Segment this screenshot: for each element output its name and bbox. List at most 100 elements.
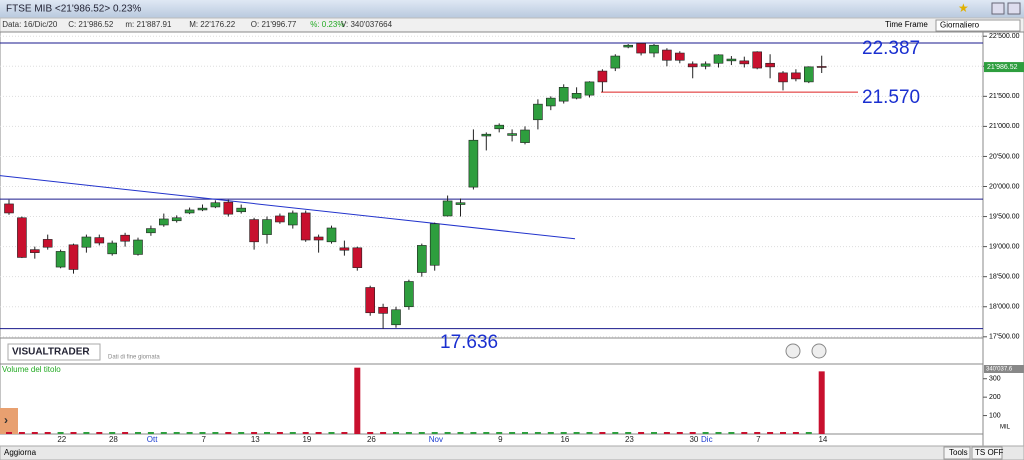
- info-icon[interactable]: [811, 343, 827, 359]
- price-pane: [0, 31, 984, 339]
- favorite-icon[interactable]: ★: [958, 1, 969, 15]
- candle-body: [287, 212, 298, 226]
- volume-bar: [792, 432, 799, 434]
- candle-body: [533, 103, 543, 121]
- time-frame-select[interactable]: [935, 19, 1021, 32]
- candle-body: [313, 236, 324, 241]
- annotation: 22.387: [862, 38, 920, 59]
- window-title: FTSE MIB <21'986.52> 0.23%: [6, 4, 141, 15]
- candle-body: [210, 202, 221, 208]
- volume-bar: [341, 432, 348, 434]
- refresh-button[interactable]: Aggiorna: [4, 448, 37, 457]
- candle-body: [597, 70, 608, 83]
- candle-body: [739, 60, 750, 65]
- candle-body: [558, 87, 569, 102]
- volume-bar: [805, 432, 812, 434]
- volume-bar: [212, 432, 219, 434]
- volume-bar: [767, 432, 774, 434]
- last-price-label: 21'986.52: [987, 64, 1018, 71]
- volume-bar: [147, 432, 154, 434]
- candle-body: [339, 247, 350, 251]
- volume-bar: [367, 432, 374, 434]
- volume-bar: [57, 432, 64, 434]
- title-bar: [0, 0, 1024, 18]
- logo-note: Dati di fine giornata: [108, 355, 160, 361]
- volume-last-label: 340'037.6: [986, 367, 1013, 373]
- candle-body: [249, 219, 259, 243]
- volume-bar: [818, 371, 825, 434]
- ts-button[interactable]: TS OFF: [975, 448, 1004, 457]
- last-price-box: [984, 62, 1024, 73]
- time-frame-value: Giornaliero: [940, 21, 980, 30]
- y-tick-label: 20'500.00: [989, 153, 1020, 160]
- panel-toggle[interactable]: [0, 408, 18, 434]
- volume-bar: [276, 432, 283, 434]
- info-icon[interactable]: [785, 343, 801, 359]
- volume-bar: [380, 432, 387, 434]
- tools-button[interactable]: Tools: [949, 448, 968, 457]
- candle-body: [146, 228, 156, 234]
- y-tick-label: 17'500.00: [989, 334, 1020, 341]
- volume-bar: [457, 432, 464, 434]
- volume-bar: [418, 432, 425, 434]
- x-tick-label: 14: [818, 435, 827, 444]
- volume-bar: [573, 432, 580, 434]
- volume-bar: [302, 432, 309, 434]
- volume-bar: [354, 367, 361, 434]
- info-item: Data: 16/Dic/20: [2, 20, 58, 29]
- candle-body: [791, 72, 801, 80]
- close-button[interactable]: [1007, 2, 1021, 15]
- info-item: V: 340'037664: [341, 20, 393, 29]
- candle-body: [365, 287, 376, 314]
- candle-body: [223, 201, 234, 215]
- x-tick-label: 7: [201, 435, 206, 444]
- candle-body: [803, 66, 814, 83]
- candle-body: [416, 245, 427, 273]
- volume-bar: [509, 432, 516, 434]
- volume-bar: [289, 432, 296, 434]
- volume-bar: [18, 432, 25, 434]
- volume-bar: [6, 432, 12, 434]
- y-tick-label: 21'000.00: [989, 123, 1020, 130]
- candle-body: [765, 62, 775, 68]
- volume-bar: [44, 432, 51, 434]
- candle-body: [545, 97, 556, 107]
- candle-body: [674, 52, 685, 61]
- info-item: M: 22'176.22: [189, 20, 236, 29]
- x-tick-label: Ott: [147, 435, 158, 444]
- candle-body: [571, 93, 582, 99]
- volume-bar: [586, 432, 593, 434]
- volume-bar: [728, 432, 735, 434]
- candle-body: [184, 209, 195, 214]
- volume-bar: [315, 432, 322, 434]
- x-tick-label: 16: [560, 435, 569, 444]
- x-tick-label: 9: [498, 435, 503, 444]
- candle-body: [171, 217, 182, 222]
- maximize-button[interactable]: [991, 2, 1005, 15]
- volume-bar: [393, 432, 399, 434]
- x-tick-label: Dic: [701, 435, 713, 444]
- x-tick-label: 28: [109, 435, 118, 444]
- x-tick-label: 22: [57, 435, 66, 444]
- candle-body: [429, 223, 440, 266]
- volume-bar: [651, 432, 657, 434]
- candle-body: [107, 242, 117, 255]
- volume-last-box: [984, 365, 1024, 373]
- candle-body: [120, 234, 130, 242]
- volume-unit: MIL: [1000, 425, 1011, 431]
- volume-bar: [199, 432, 206, 434]
- candle-body: [507, 133, 517, 136]
- volume-bar: [238, 432, 245, 434]
- volume-bar: [625, 432, 632, 434]
- volume-bar: [173, 432, 180, 434]
- y-tick-label: 19'500.00: [989, 213, 1020, 220]
- y-tick-label: 19'000.00: [989, 243, 1020, 250]
- volume-bar: [689, 432, 696, 434]
- candle-body: [455, 202, 466, 205]
- volume-bar: [109, 432, 116, 434]
- candle-body: [662, 49, 672, 61]
- candle-body: [42, 239, 53, 248]
- logo: VISUALTRADER: [12, 347, 90, 358]
- volume-bar: [741, 432, 748, 434]
